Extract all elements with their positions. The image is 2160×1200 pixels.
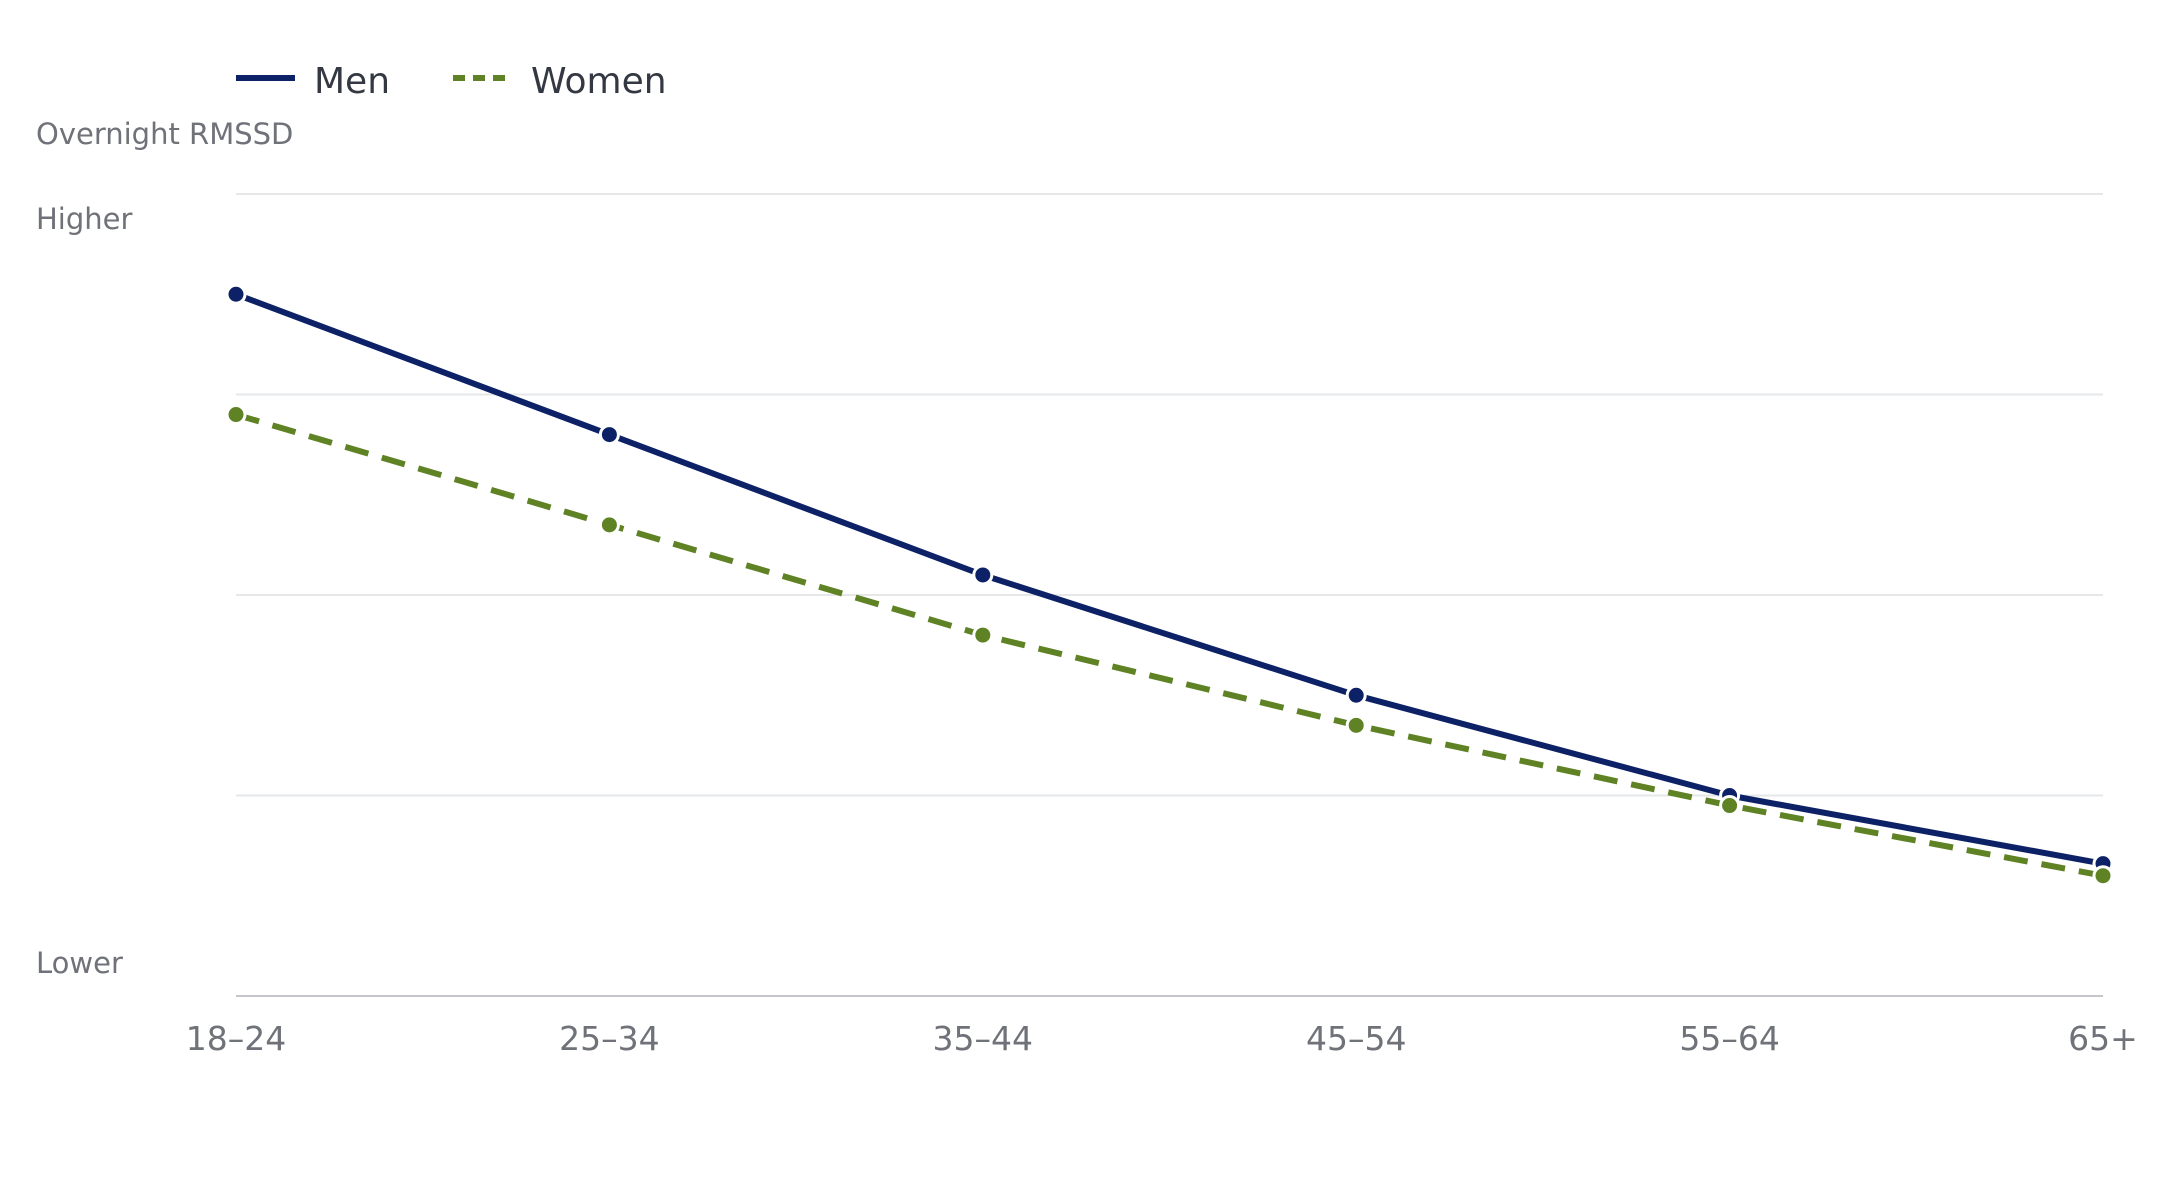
data-point-women: [2092, 865, 2114, 887]
legend: Men Women: [236, 61, 667, 102]
data-point-men: [1345, 684, 1367, 706]
data-point-men: [225, 283, 247, 305]
y-axis-lower-label: Lower: [36, 946, 123, 980]
x-tick-label: 18–24: [186, 1019, 286, 1058]
x-tick-label: 45–54: [1306, 1019, 1406, 1058]
y-axis-title: Overnight RMSSD: [36, 117, 293, 151]
data-point-women: [598, 514, 620, 536]
series-points: [225, 283, 2114, 887]
data-point-women: [972, 624, 994, 646]
series-lines: [234, 291, 2104, 879]
series-line-men: [234, 291, 2104, 867]
data-point-men: [972, 564, 994, 586]
data-point-women: [1719, 795, 1741, 817]
gridlines: [236, 193, 2103, 797]
data-point-women: [225, 404, 247, 426]
data-point-men: [598, 424, 620, 446]
data-point-women: [1345, 714, 1367, 736]
legend-label-men: Men: [314, 61, 390, 102]
x-axis-ticks: 18–24 25–34 35–44 45–54 55–64 65+: [186, 1019, 2138, 1058]
legend-label-women: Women: [531, 61, 667, 102]
x-tick-label: 25–34: [559, 1019, 659, 1058]
x-tick-label: 65+: [2068, 1019, 2138, 1058]
series-line-women: [235, 411, 2104, 879]
y-axis-higher-label: Higher: [36, 202, 132, 236]
x-tick-label: 55–64: [1679, 1019, 1779, 1058]
x-tick-label: 35–44: [933, 1019, 1033, 1058]
